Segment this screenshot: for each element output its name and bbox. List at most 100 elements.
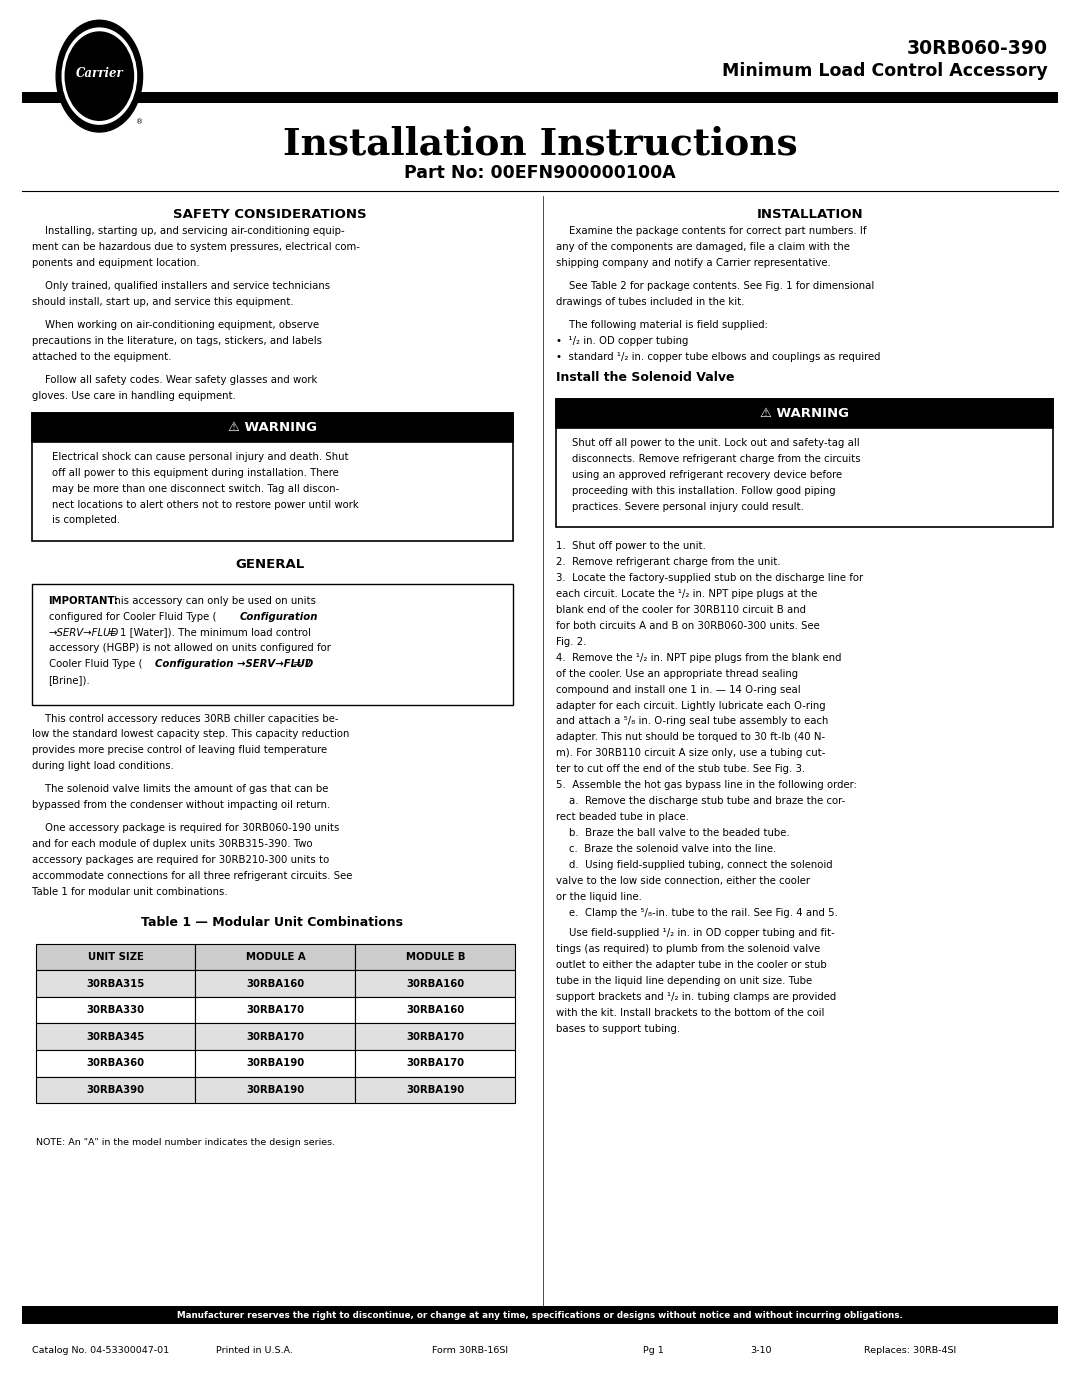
Text: MODULE B: MODULE B [406, 953, 464, 963]
Text: 30RBA190: 30RBA190 [406, 1085, 464, 1095]
Text: When working on air-conditioning equipment, observe: When working on air-conditioning equipme… [32, 320, 320, 330]
Text: 30RBA190: 30RBA190 [246, 1085, 305, 1095]
Text: Install the Solenoid Valve: Install the Solenoid Valve [556, 370, 734, 384]
Text: each circuit. Locate the ¹/₂ in. NPT pipe plugs at the: each circuit. Locate the ¹/₂ in. NPT pip… [556, 590, 818, 599]
Text: accessory packages are required for 30RB210-300 units to: accessory packages are required for 30RB… [32, 855, 329, 865]
Text: The following material is field supplied:: The following material is field supplied… [556, 320, 768, 330]
Text: accommodate connections for all three refrigerant circuits. See: accommodate connections for all three re… [32, 872, 353, 882]
Text: compound and install one 1 in. — 14 O-ring seal: compound and install one 1 in. — 14 O-ri… [556, 685, 801, 694]
Text: Installing, starting up, and servicing air-conditioning equip-: Installing, starting up, and servicing a… [32, 226, 345, 236]
Text: 30RBA315: 30RBA315 [86, 979, 145, 989]
Text: Manufacturer reserves the right to discontinue, or change at any time, specifica: Manufacturer reserves the right to disco… [177, 1310, 903, 1320]
Text: and attach a ⁵/₈ in. O-ring seal tube assembly to each: and attach a ⁵/₈ in. O-ring seal tube as… [556, 717, 828, 726]
Text: 30RBA360: 30RBA360 [86, 1059, 145, 1069]
Circle shape [56, 20, 143, 133]
Text: Fig. 2.: Fig. 2. [556, 637, 586, 647]
Text: IMPORTANT:: IMPORTANT: [49, 595, 119, 606]
Text: Carrier: Carrier [76, 67, 123, 80]
Text: MODULE A: MODULE A [245, 953, 306, 963]
Text: valve to the low side connection, either the cooler: valve to the low side connection, either… [556, 876, 810, 886]
Text: e.  Clamp the ⁵/₈-in. tube to the rail. See Fig. 4 and 5.: e. Clamp the ⁵/₈-in. tube to the rail. S… [556, 908, 838, 918]
Text: Printed in U.S.A.: Printed in U.S.A. [216, 1347, 293, 1355]
Text: Replaces: 30RB-4SI: Replaces: 30RB-4SI [864, 1347, 956, 1355]
Circle shape [65, 32, 134, 120]
Text: Part No: 00EFN900000100A: Part No: 00EFN900000100A [404, 165, 676, 182]
Text: 30RBA170: 30RBA170 [246, 1032, 305, 1042]
Text: 3-10: 3-10 [751, 1347, 772, 1355]
Text: Minimum Load Control Accessory: Minimum Load Control Accessory [721, 63, 1048, 80]
Text: 3.  Locate the factory-supplied stub on the discharge line for: 3. Locate the factory-supplied stub on t… [556, 573, 863, 583]
Text: GENERAL: GENERAL [235, 557, 305, 571]
Bar [355, 1051, 515, 1077]
Text: 30RBA160: 30RBA160 [406, 1006, 464, 1016]
Text: bypassed from the condenser without impacting oil return.: bypassed from the condenser without impa… [32, 800, 330, 810]
Text: →SERV→FLUD: →SERV→FLUD [49, 627, 119, 637]
Text: See Table 2 for package contents. See Fig. 1 for dimensional: See Table 2 for package contents. See Fi… [556, 281, 875, 291]
Bar [22, 92, 1058, 103]
Bar [556, 398, 1053, 427]
Text: any of the components are damaged, file a claim with the: any of the components are damaged, file … [556, 242, 850, 253]
Bar [32, 412, 513, 541]
Text: 30RBA330: 30RBA330 [86, 1006, 145, 1016]
Text: 30RBA390: 30RBA390 [86, 1085, 145, 1095]
Text: This control accessory reduces 30RB chiller capacities be-: This control accessory reduces 30RB chil… [32, 714, 339, 724]
Text: tube in the liquid line depending on unit size. Tube: tube in the liquid line depending on uni… [556, 977, 812, 986]
Text: Shut off all power to the unit. Lock out and safety-tag all: Shut off all power to the unit. Lock out… [572, 437, 860, 448]
Bar [36, 1051, 195, 1077]
Text: 30RBA160: 30RBA160 [246, 979, 305, 989]
Bar [22, 1306, 1058, 1324]
Text: 30RB060-390: 30RB060-390 [906, 39, 1048, 59]
Text: bases to support tubing.: bases to support tubing. [556, 1024, 680, 1034]
Text: m). For 30RB110 circuit A size only, use a tubing cut-: m). For 30RB110 circuit A size only, use… [556, 749, 825, 759]
Bar [355, 944, 515, 971]
Text: Catalog No. 04-53300047-01: Catalog No. 04-53300047-01 [32, 1347, 170, 1355]
Text: Electrical shock can cause personal injury and death. Shut: Electrical shock can cause personal inju… [52, 451, 349, 462]
Bar [355, 1077, 515, 1104]
Text: gloves. Use care in handling equipment.: gloves. Use care in handling equipment. [32, 391, 237, 401]
Bar [195, 1077, 355, 1104]
Text: a.  Remove the discharge stub tube and braze the cor-: a. Remove the discharge stub tube and br… [556, 796, 846, 806]
Text: NOTE: An "A" in the model number indicates the design series.: NOTE: An "A" in the model number indicat… [36, 1139, 335, 1147]
Text: off all power to this equipment during installation. There: off all power to this equipment during i… [52, 468, 339, 478]
Text: practices. Severe personal injury could result.: practices. Severe personal injury could … [572, 502, 805, 511]
Text: disconnects. Remove refrigerant charge from the circuits: disconnects. Remove refrigerant charge f… [572, 454, 861, 464]
Bar [195, 997, 355, 1024]
Text: precautions in the literature, on tags, stickers, and labels: precautions in the literature, on tags, … [32, 337, 323, 346]
Text: drawings of tubes included in the kit.: drawings of tubes included in the kit. [556, 298, 745, 307]
Text: provides more precise control of leaving fluid temperature: provides more precise control of leaving… [32, 746, 327, 756]
Text: support brackets and ¹/₂ in. tubing clamps are provided: support brackets and ¹/₂ in. tubing clam… [556, 992, 836, 1002]
Text: Table 1 — Modular Unit Combinations: Table 1 — Modular Unit Combinations [141, 916, 403, 929]
Text: blank end of the cooler for 30RB110 circuit B and: blank end of the cooler for 30RB110 circ… [556, 605, 806, 615]
Text: The solenoid valve limits the amount of gas that can be: The solenoid valve limits the amount of … [32, 785, 328, 795]
Text: Configuration →SERV→FLUD: Configuration →SERV→FLUD [156, 659, 313, 669]
Text: Configuration: Configuration [240, 612, 318, 622]
Bar [195, 1051, 355, 1077]
Text: Form 30RB-16SI: Form 30RB-16SI [432, 1347, 508, 1355]
Text: Use field-supplied ¹/₂ in. in OD copper tubing and fit-: Use field-supplied ¹/₂ in. in OD copper … [556, 928, 835, 939]
Text: Examine the package contents for correct part numbers. If: Examine the package contents for correct… [556, 226, 867, 236]
Text: •  standard ¹/₂ in. copper tube elbows and couplings as required: • standard ¹/₂ in. copper tube elbows an… [556, 352, 880, 362]
Text: This accessory can only be used on units: This accessory can only be used on units [105, 595, 315, 606]
Text: 4.  Remove the ¹/₂ in. NPT pipe plugs from the blank end: 4. Remove the ¹/₂ in. NPT pipe plugs fro… [556, 652, 841, 662]
Text: ⚠ WARNING: ⚠ WARNING [228, 420, 316, 434]
Text: 1.  Shut off power to the unit.: 1. Shut off power to the unit. [556, 541, 706, 552]
Text: SAFETY CONSIDERATIONS: SAFETY CONSIDERATIONS [173, 208, 367, 221]
Text: attached to the equipment.: attached to the equipment. [32, 352, 172, 362]
Text: ⚠ WARNING: ⚠ WARNING [760, 407, 849, 420]
Text: Cooler Fluid Type (: Cooler Fluid Type ( [49, 659, 143, 669]
Text: adapter for each circuit. Lightly lubricate each O-ring: adapter for each circuit. Lightly lubric… [556, 700, 826, 711]
Text: 30RBA190: 30RBA190 [246, 1059, 305, 1069]
Text: 30RBA170: 30RBA170 [246, 1006, 305, 1016]
Text: Follow all safety codes. Wear safety glasses and work: Follow all safety codes. Wear safety gla… [32, 376, 318, 386]
Text: [Brine]).: [Brine]). [49, 675, 91, 686]
Text: using an approved refrigerant recovery device before: using an approved refrigerant recovery d… [572, 469, 842, 479]
Text: 30RBA170: 30RBA170 [406, 1032, 464, 1042]
Text: Installation Instructions: Installation Instructions [283, 126, 797, 162]
Bar [195, 971, 355, 997]
Text: outlet to either the adapter tube in the cooler or stub: outlet to either the adapter tube in the… [556, 960, 827, 970]
Text: rect beaded tube in place.: rect beaded tube in place. [556, 812, 689, 821]
Text: adapter. This nut should be torqued to 30 ft-lb (40 N-: adapter. This nut should be torqued to 3… [556, 732, 825, 742]
Circle shape [63, 28, 136, 124]
Text: ponents and equipment location.: ponents and equipment location. [32, 258, 200, 268]
Text: is completed.: is completed. [52, 515, 120, 525]
